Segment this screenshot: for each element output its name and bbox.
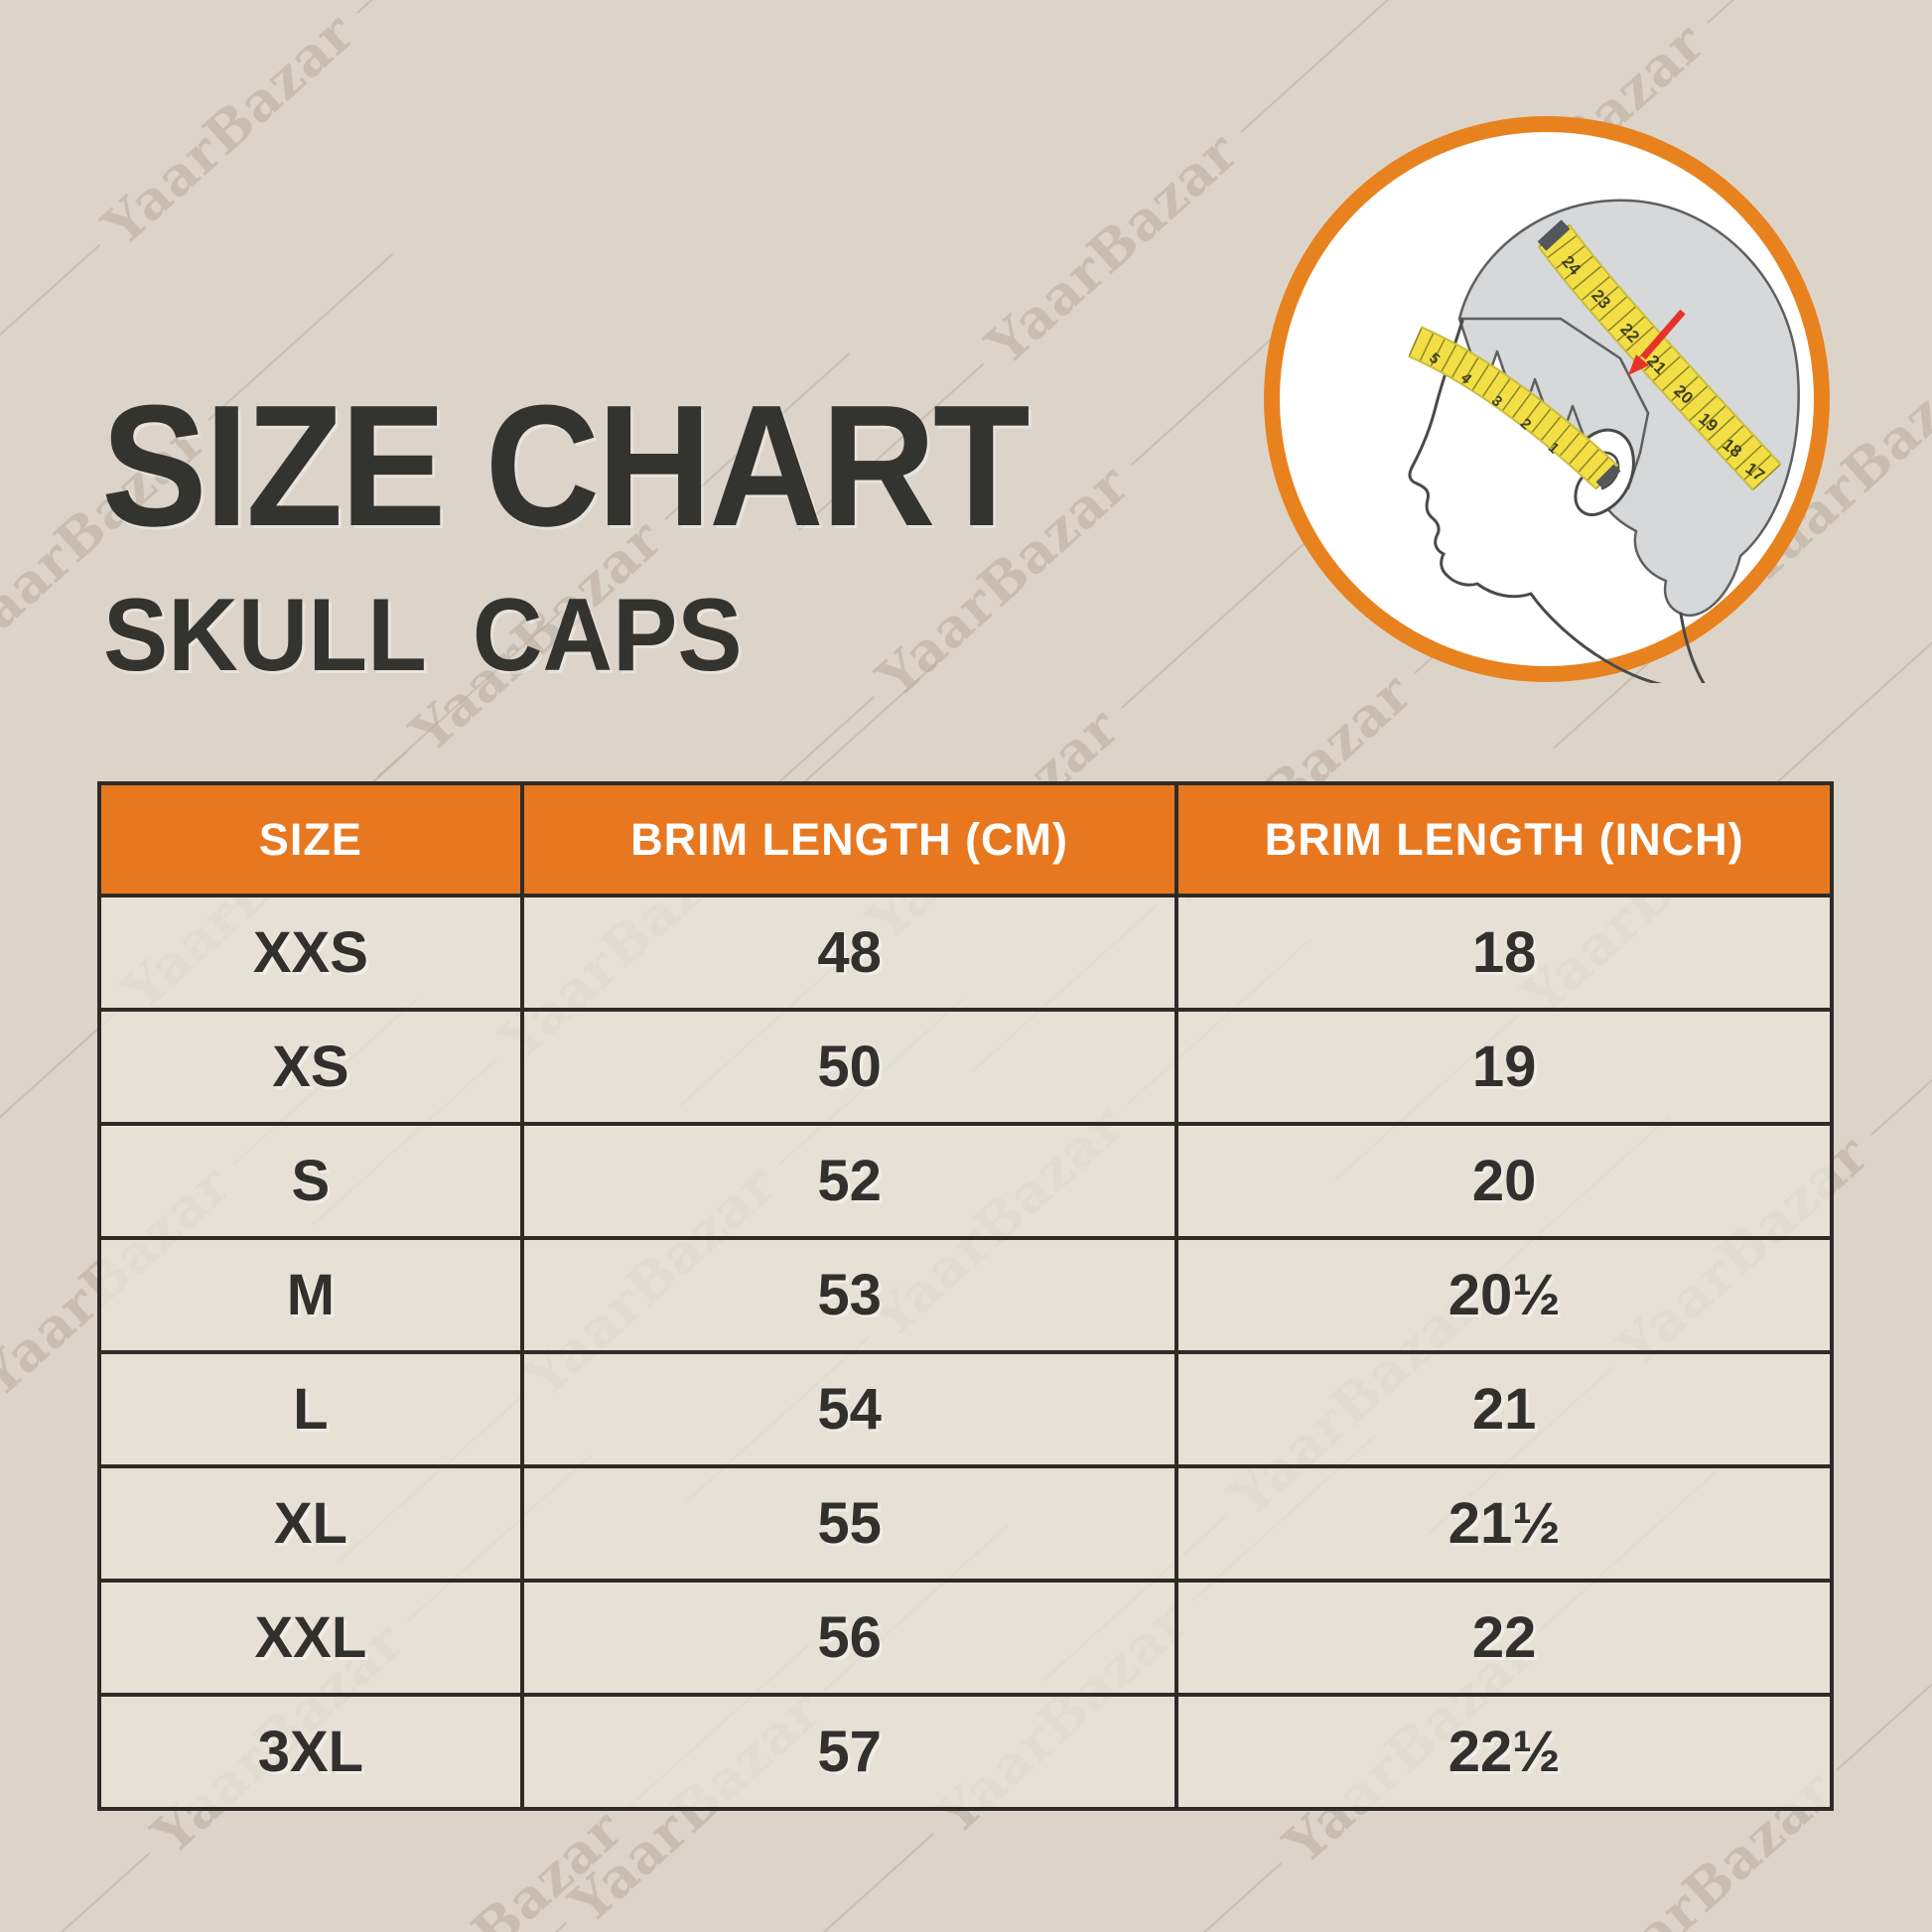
tape-top-end-clip: [1595, 464, 1621, 489]
table-cell: 21½: [1174, 1464, 1834, 1583]
table-cell: 21: [1174, 1350, 1834, 1468]
neck-outline: [1679, 612, 1707, 687]
table-cell: 55: [519, 1464, 1179, 1583]
table-row: XXL 56 22: [97, 1579, 1834, 1697]
table-cell: M: [97, 1236, 524, 1354]
face-outline: [1408, 319, 1666, 687]
page-title: SIZE CHART: [101, 368, 1031, 562]
table-cell: 54: [519, 1350, 1179, 1468]
table-row: XL 55 21½: [97, 1464, 1834, 1583]
table-cell: 3XL: [97, 1693, 524, 1811]
table-cell: L: [97, 1350, 524, 1468]
head-illustration-svg: 24 23 22 21 20 19 18 17 5 4 3 2 1: [1264, 116, 1830, 687]
tape-main-end-cap: [1537, 219, 1571, 251]
table-cell: 20: [1174, 1122, 1834, 1240]
table-cell: 50: [519, 1008, 1179, 1126]
header-cell-size: SIZE: [97, 781, 524, 897]
page-subtitle: SKULL CAPS: [103, 578, 743, 693]
table-row: S 52 20: [97, 1122, 1834, 1240]
table-row: M 53 20½: [97, 1236, 1834, 1354]
table-cell: XL: [97, 1464, 524, 1583]
header-cell-brim-inch: BRIM LENGTH (INCH): [1174, 781, 1834, 897]
table-cell: 22½: [1174, 1693, 1834, 1811]
table-row: 3XL 57 22½: [97, 1693, 1834, 1811]
table-header-row: SIZE BRIM LENGTH (CM) BRIM LENGTH (INCH): [97, 781, 1834, 897]
measuring-tape-main-ticks: [1539, 224, 1781, 490]
table-cell: S: [97, 1122, 524, 1240]
table-cell: 48: [519, 894, 1179, 1012]
table-cell: 18: [1174, 894, 1834, 1012]
size-table: SIZE BRIM LENGTH (CM) BRIM LENGTH (INCH)…: [97, 781, 1834, 1811]
table-cell: 56: [519, 1579, 1179, 1697]
header-cell-brim-cm: BRIM LENGTH (CM): [519, 781, 1179, 897]
table-row: XXS 48 18: [97, 894, 1834, 1012]
table-cell: 53: [519, 1236, 1179, 1354]
table-cell: XXS: [97, 894, 524, 1012]
table-cell: XXL: [97, 1579, 524, 1697]
table-cell: XS: [97, 1008, 524, 1126]
table-cell: 20½: [1174, 1236, 1834, 1354]
table-row: XS 50 19: [97, 1008, 1834, 1126]
table-row: L 54 21: [97, 1350, 1834, 1468]
red-arrow-icon: [1628, 309, 1686, 375]
measuring-tape-top-ticks: [1408, 328, 1618, 489]
measurement-badge: 24 23 22 21 20 19 18 17 5 4 3 2 1: [1263, 115, 1831, 687]
table-cell: 57: [519, 1693, 1179, 1811]
table-cell: 22: [1174, 1579, 1834, 1697]
table-cell: 52: [519, 1122, 1179, 1240]
table-cell: 19: [1174, 1008, 1834, 1126]
